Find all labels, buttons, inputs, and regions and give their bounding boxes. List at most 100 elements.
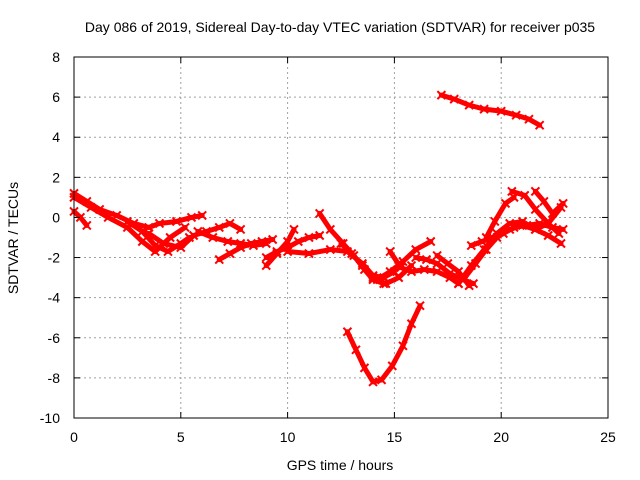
data-point (293, 236, 303, 247)
data-point (304, 232, 314, 243)
y-tick-label: 4 (52, 129, 60, 145)
data-point (154, 218, 165, 229)
data-point (481, 244, 491, 255)
data-point (558, 198, 568, 209)
data-point (411, 252, 421, 263)
data-point (272, 248, 282, 259)
data-point (543, 218, 553, 229)
data-point (530, 204, 541, 215)
y-tick-label: -2 (48, 250, 61, 266)
data-point (496, 106, 506, 116)
series-track-9 (261, 224, 299, 271)
x-tick-label: 15 (387, 429, 403, 445)
data-point (176, 242, 186, 253)
data-point (261, 260, 271, 271)
data-point (246, 238, 256, 249)
y-tick-labels: -10 -8 -6 -4 -2 0 2 4 6 8 (40, 49, 60, 426)
data-point (86, 202, 96, 213)
data-point (180, 222, 190, 233)
data-point (509, 192, 519, 203)
data-point (137, 236, 148, 247)
data-point (500, 198, 511, 209)
data-point (372, 274, 383, 285)
data-point (543, 230, 553, 241)
data-point (406, 319, 417, 329)
series-trace (263, 226, 297, 269)
data-point (421, 254, 432, 265)
data-point (393, 272, 404, 283)
y-tick-label: -6 (48, 330, 61, 346)
data-point (507, 186, 517, 197)
data-point (159, 238, 169, 249)
data-point (214, 222, 224, 233)
data-point (534, 120, 545, 130)
data-point (519, 190, 530, 201)
data-point (186, 212, 197, 223)
data-point (381, 278, 391, 289)
data-point (225, 248, 235, 259)
data-point (479, 104, 489, 114)
data-point (223, 236, 233, 247)
data-point (325, 244, 336, 255)
series-trace (434, 253, 472, 289)
data-point (257, 236, 267, 247)
data-point (325, 224, 336, 235)
data-point (443, 258, 453, 269)
data-point (509, 222, 519, 233)
data-point (466, 240, 477, 251)
data-point (357, 260, 368, 271)
data-point (547, 208, 558, 219)
data-point (225, 218, 235, 229)
data-point (342, 327, 353, 337)
data-point (449, 94, 459, 104)
data-point (163, 246, 173, 257)
data-point (464, 100, 474, 110)
data-point (359, 363, 370, 373)
data-point (426, 236, 436, 247)
data-point (432, 258, 442, 269)
series-trace (532, 188, 566, 216)
series-track-12 (336, 238, 417, 289)
data-point (539, 196, 549, 207)
data-point (282, 236, 293, 247)
data-point (235, 242, 246, 253)
data-point (368, 377, 378, 387)
chart-title: Day 086 of 2019, Sidereal Day-to-day VTE… (85, 19, 595, 35)
data-point (490, 216, 500, 227)
data-point (554, 228, 564, 239)
series-track-21 (507, 186, 564, 239)
data-point (411, 244, 421, 255)
data-point (453, 266, 464, 277)
series-trace (285, 247, 397, 281)
data-point (171, 216, 182, 227)
data-point (197, 210, 207, 221)
data-point (150, 240, 160, 251)
data-point (82, 220, 92, 231)
data-point (530, 186, 541, 197)
data-point (314, 208, 325, 219)
data-point (464, 280, 474, 291)
data-point (103, 212, 113, 223)
data-point (432, 250, 442, 261)
x-tick-label: 0 (70, 429, 78, 445)
data-point (304, 248, 314, 259)
series-track-23 (481, 192, 519, 243)
data-point (419, 264, 430, 275)
y-tick-label: 2 (52, 169, 60, 185)
data-point (385, 266, 395, 277)
data-point (193, 226, 203, 237)
x-axis-label: GPS time / hours (287, 457, 394, 473)
data-point (556, 238, 566, 249)
data-layer (69, 90, 568, 387)
data-point (75, 212, 86, 223)
data-point (522, 220, 532, 231)
data-point (398, 341, 408, 351)
y-tick-label: -8 (48, 370, 61, 386)
data-point (396, 262, 406, 273)
x-tick-label: 10 (280, 429, 296, 445)
data-point (144, 228, 154, 239)
series-track-24 (432, 250, 474, 291)
grid-lines (74, 57, 608, 418)
y-tick-label: -10 (40, 410, 60, 426)
